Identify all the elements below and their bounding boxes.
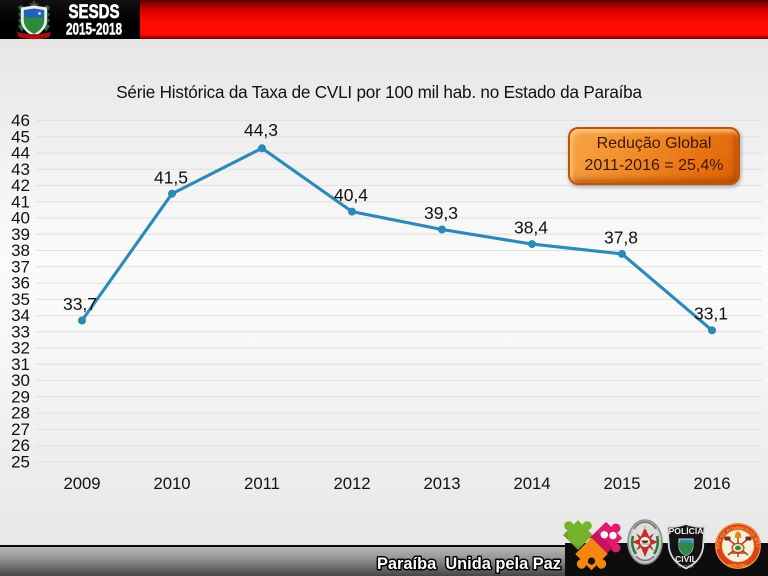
svg-text:28: 28: [11, 404, 30, 423]
svg-text:2012: 2012: [333, 474, 370, 493]
svg-text:37: 37: [11, 257, 30, 276]
svg-text:41: 41: [11, 192, 30, 211]
svg-text:PARAÍBA: PARAÍBA: [728, 563, 749, 568]
svg-text:SESDS: SESDS: [69, 1, 120, 23]
svg-text:Paraíba Unida pela Paz: Paraíba Unida pela Paz: [377, 554, 561, 573]
svg-text:30: 30: [11, 371, 30, 390]
svg-text:PARAÍBA: PARAÍBA: [678, 565, 694, 569]
svg-text:2016: 2016: [693, 474, 730, 493]
svg-text:44: 44: [11, 144, 30, 163]
svg-text:2011: 2011: [244, 474, 280, 493]
svg-text:37,8: 37,8: [604, 228, 638, 248]
svg-text:27: 27: [11, 420, 30, 439]
svg-text:46: 46: [11, 111, 30, 130]
svg-text:39: 39: [11, 225, 30, 244]
svg-text:35: 35: [11, 290, 30, 309]
svg-text:45: 45: [11, 127, 30, 146]
svg-text:36: 36: [11, 274, 30, 293]
svg-text:38,4: 38,4: [514, 218, 548, 238]
svg-text:38: 38: [11, 241, 30, 260]
svg-text:34: 34: [11, 306, 30, 325]
svg-text:POLÍCIA: POLÍCIA: [669, 526, 704, 536]
svg-text:43: 43: [11, 160, 30, 179]
svg-text:CIVIL: CIVIL: [675, 554, 697, 564]
svg-text:2009: 2009: [63, 474, 100, 493]
svg-text:31: 31: [11, 355, 30, 374]
svg-text:33: 33: [11, 322, 30, 341]
svg-text:32: 32: [11, 339, 30, 358]
svg-text:44,3: 44,3: [244, 120, 278, 140]
svg-text:42: 42: [11, 176, 30, 195]
svg-text:33,1: 33,1: [694, 304, 728, 324]
svg-text:26: 26: [11, 436, 30, 455]
svg-text:39,3: 39,3: [424, 203, 458, 223]
svg-text:41,5: 41,5: [154, 168, 188, 188]
svg-text:2010: 2010: [153, 474, 190, 493]
svg-text:25: 25: [11, 452, 30, 471]
svg-text:29: 29: [11, 387, 30, 406]
svg-text:40: 40: [11, 209, 30, 228]
svg-text:2014: 2014: [513, 474, 550, 493]
svg-text:40,4: 40,4: [334, 185, 368, 205]
svg-text:2015-2018: 2015-2018: [66, 21, 122, 39]
svg-text:2015: 2015: [603, 474, 640, 493]
svg-text:33,7: 33,7: [63, 294, 97, 314]
svg-text:2013: 2013: [423, 474, 460, 493]
